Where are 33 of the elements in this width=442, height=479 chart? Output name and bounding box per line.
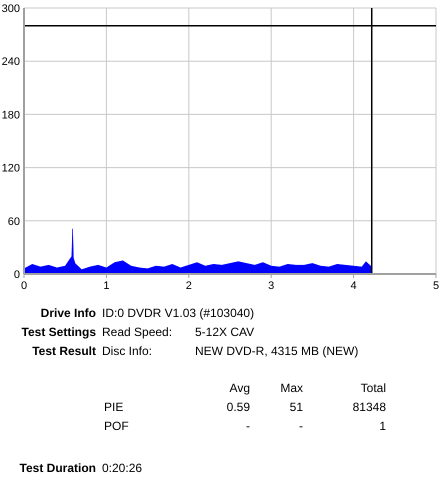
- y-tick-label: 60: [8, 216, 20, 228]
- text: 81348: [352, 400, 386, 414]
- text: 0:20:26: [102, 461, 142, 475]
- text: Max: [280, 381, 303, 395]
- text: 1: [379, 419, 386, 433]
- text: Avg: [230, 381, 250, 395]
- text: ID:0 DVDR V1.03 (#103040): [102, 306, 254, 320]
- x-tick-label: 4: [350, 280, 357, 292]
- text: 5-12X CAV: [195, 325, 254, 339]
- x-tick-label: 3: [268, 280, 274, 292]
- text: -: [299, 419, 303, 433]
- y-tick-label: 300: [2, 3, 20, 15]
- text: POF: [104, 419, 129, 433]
- y-tick-label: 240: [2, 56, 20, 68]
- y-tick-label: 0: [14, 269, 20, 281]
- text: Test Result: [32, 344, 96, 358]
- text: Read Speed:: [102, 325, 172, 339]
- text: 51: [290, 400, 304, 414]
- text: 0.59: [226, 400, 250, 414]
- x-tick-label: 1: [103, 280, 110, 292]
- y-tick-label: 180: [2, 109, 20, 122]
- x-tick-label: 0: [20, 280, 28, 292]
- text: Drive Info: [40, 306, 96, 320]
- text: Test Settings: [22, 325, 96, 339]
- text: Total: [360, 381, 386, 395]
- x-tick-label: 5: [432, 280, 440, 292]
- y-tick-label: 120: [2, 162, 20, 175]
- x-tick-label: 2: [186, 280, 192, 292]
- text: PIE: [104, 400, 124, 414]
- text: Disc Info:: [102, 344, 152, 358]
- text: Test Duration: [20, 461, 96, 475]
- text: -: [246, 419, 250, 433]
- text: NEW DVD-R, 4315 MB (NEW): [195, 344, 358, 358]
